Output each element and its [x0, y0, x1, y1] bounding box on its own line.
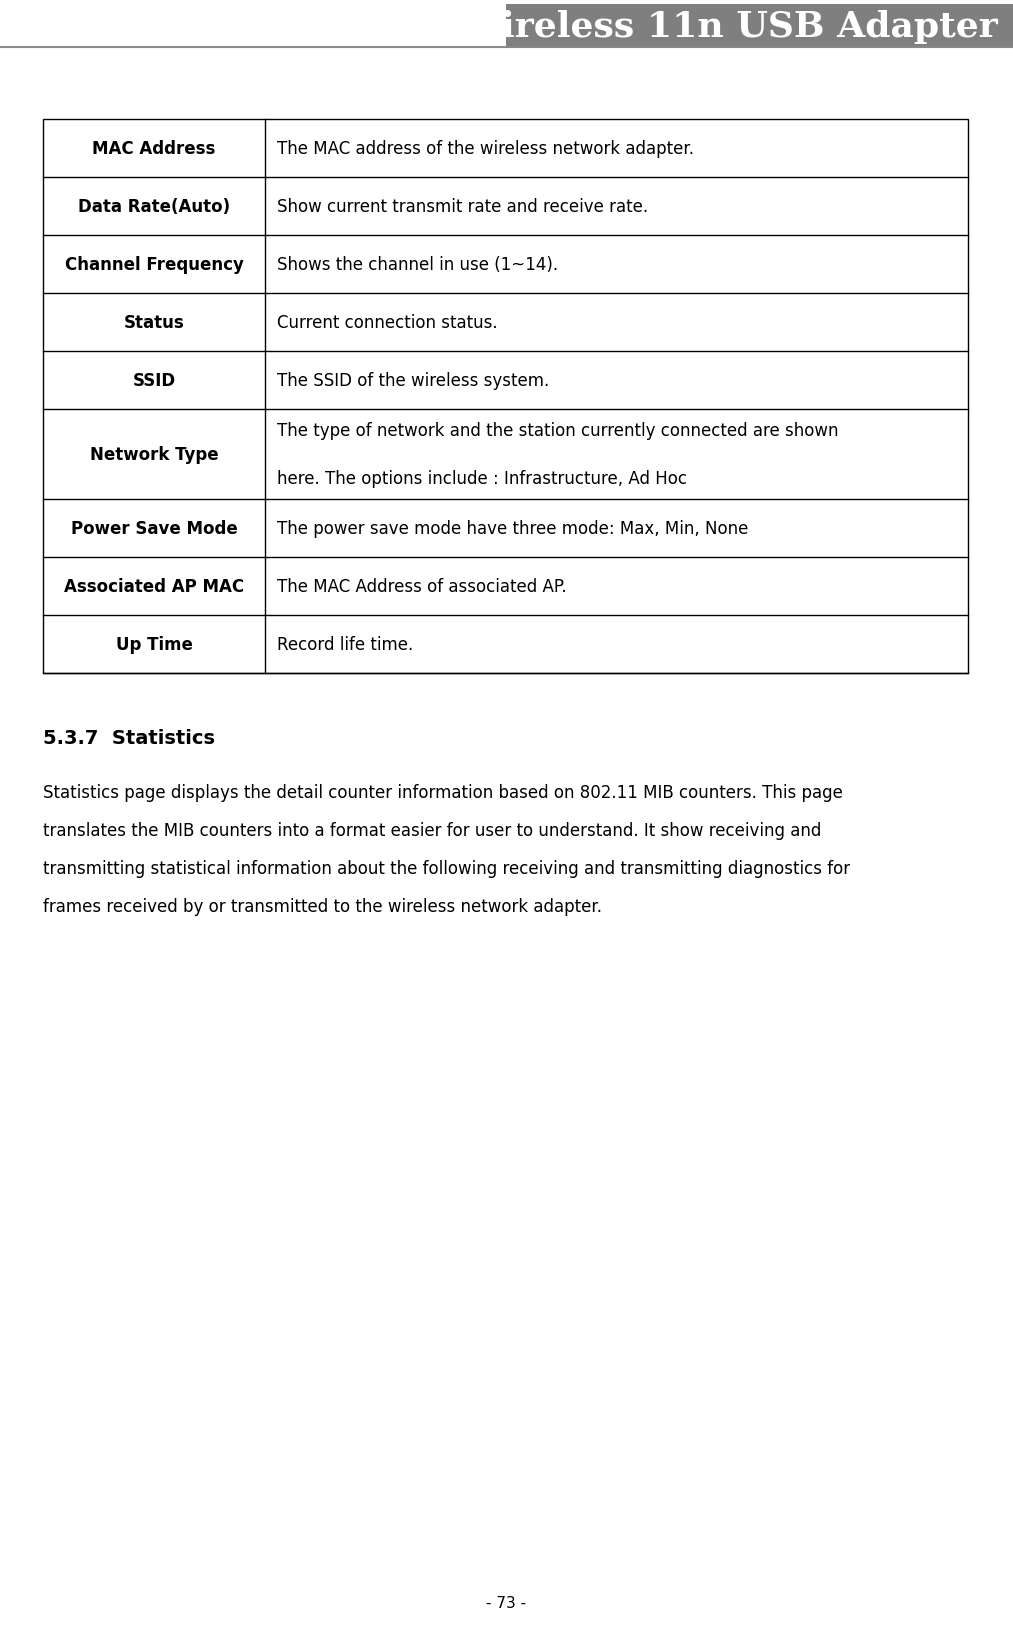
Text: here. The options include : Infrastructure, Ad Hoc: here. The options include : Infrastructu… — [277, 469, 687, 487]
Text: 5.3.7  Statistics: 5.3.7 Statistics — [43, 729, 215, 748]
Text: SSID: SSID — [133, 372, 175, 390]
Text: The MAC address of the wireless network adapter.: The MAC address of the wireless network … — [277, 140, 694, 158]
Text: Show current transmit rate and receive rate.: Show current transmit rate and receive r… — [277, 197, 648, 215]
Bar — [43, 121, 968, 673]
Text: MAC Address: MAC Address — [92, 140, 216, 158]
Text: Data Rate(Auto): Data Rate(Auto) — [78, 197, 230, 215]
Text: transmitting statistical information about the following receiving and transmitt: transmitting statistical information abo… — [43, 859, 850, 877]
Text: Shows the channel in use (1~14).: Shows the channel in use (1~14). — [277, 256, 558, 274]
Text: frames received by or transmitted to the wireless network adapter.: frames received by or transmitted to the… — [43, 898, 602, 916]
Text: Statistics page displays the detail counter information based on 802.11 MIB coun: Statistics page displays the detail coun… — [43, 784, 843, 802]
Text: Associated AP MAC: Associated AP MAC — [64, 577, 244, 595]
Text: The type of network and the station currently connected are shown: The type of network and the station curr… — [277, 422, 839, 440]
Text: translates the MIB counters into a format easier for user to understand. It show: translates the MIB counters into a forma… — [43, 822, 822, 839]
Bar — [506, 5, 1013, 47]
Text: The power save mode have three mode: Max, Min, None: The power save mode have three mode: Max… — [277, 520, 749, 538]
Text: Status: Status — [124, 315, 184, 333]
Text: Current connection status.: Current connection status. — [277, 315, 497, 333]
Text: Channel Frequency: Channel Frequency — [65, 256, 243, 274]
Text: Record life time.: Record life time. — [277, 636, 413, 654]
Text: Network Type: Network Type — [90, 445, 219, 463]
Text: Power Save Mode: Power Save Mode — [71, 520, 237, 538]
Text: Up Time: Up Time — [115, 636, 192, 654]
Text: - 73 -: - 73 - — [486, 1596, 527, 1610]
Text: The SSID of the wireless system.: The SSID of the wireless system. — [277, 372, 549, 390]
Text: Wireless 11n USB Adapter: Wireless 11n USB Adapter — [461, 10, 998, 44]
Text: The MAC Address of associated AP.: The MAC Address of associated AP. — [277, 577, 566, 595]
